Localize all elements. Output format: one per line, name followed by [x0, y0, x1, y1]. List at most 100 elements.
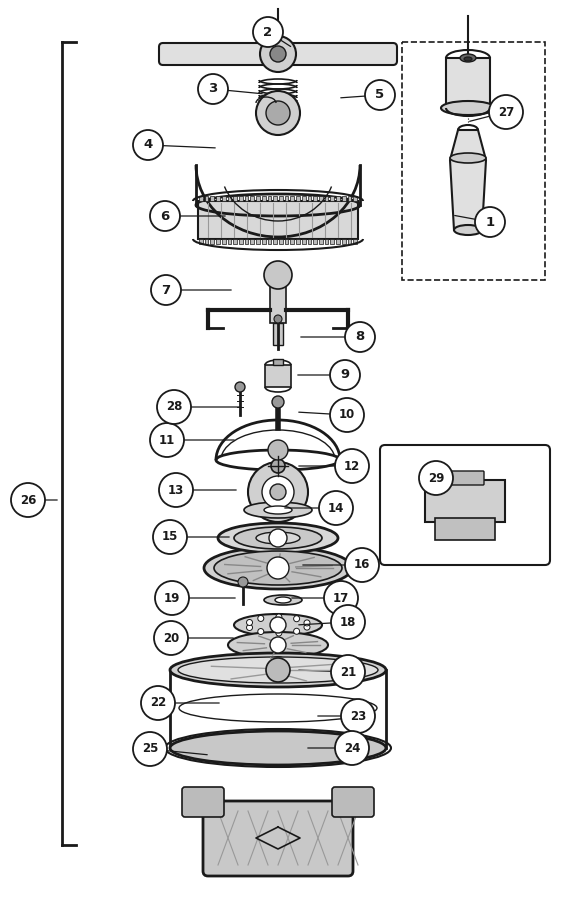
Bar — [222, 239, 226, 244]
Bar — [205, 239, 208, 244]
Text: 20: 20 — [163, 632, 179, 644]
Text: 13: 13 — [168, 483, 184, 497]
Bar — [216, 196, 220, 201]
Bar — [270, 275, 286, 323]
Bar — [251, 239, 254, 244]
Bar — [273, 239, 277, 244]
Ellipse shape — [264, 595, 302, 605]
Circle shape — [133, 732, 167, 766]
Circle shape — [341, 699, 375, 733]
Bar — [245, 239, 248, 244]
Circle shape — [133, 130, 163, 160]
Text: 1: 1 — [485, 215, 494, 229]
Text: 12: 12 — [344, 460, 360, 473]
Bar — [291, 239, 294, 244]
Bar — [285, 196, 288, 201]
Bar — [336, 239, 340, 244]
Text: 19: 19 — [164, 591, 180, 605]
Circle shape — [270, 484, 286, 500]
Circle shape — [345, 548, 379, 582]
Circle shape — [270, 637, 286, 653]
Circle shape — [324, 581, 358, 615]
Text: 6: 6 — [160, 210, 169, 222]
Text: 27: 27 — [498, 105, 514, 119]
Circle shape — [268, 440, 288, 460]
Circle shape — [159, 473, 193, 507]
Circle shape — [141, 686, 175, 720]
Bar — [273, 196, 277, 201]
Bar — [279, 239, 283, 244]
Circle shape — [151, 275, 181, 305]
Ellipse shape — [204, 547, 352, 589]
FancyBboxPatch shape — [425, 480, 505, 522]
Circle shape — [419, 461, 453, 495]
Bar — [307, 196, 311, 201]
Circle shape — [331, 605, 365, 639]
Text: 10: 10 — [339, 409, 355, 421]
Ellipse shape — [264, 506, 292, 514]
Circle shape — [270, 617, 286, 633]
Text: 26: 26 — [20, 493, 36, 507]
Bar — [273, 359, 283, 365]
Ellipse shape — [244, 502, 312, 518]
Bar — [325, 239, 328, 244]
Bar — [347, 239, 351, 244]
Circle shape — [270, 46, 286, 62]
Circle shape — [294, 616, 300, 622]
Bar — [211, 196, 214, 201]
Circle shape — [11, 483, 45, 517]
Bar — [330, 239, 334, 244]
Bar — [267, 239, 271, 244]
Bar — [313, 239, 317, 244]
Text: 28: 28 — [166, 400, 182, 413]
Bar — [267, 196, 271, 201]
Circle shape — [294, 628, 300, 634]
Circle shape — [267, 657, 289, 679]
Text: 14: 14 — [328, 501, 344, 515]
Ellipse shape — [178, 657, 378, 683]
Bar — [239, 196, 243, 201]
Bar — [342, 196, 346, 201]
Bar — [227, 196, 231, 201]
Bar — [279, 196, 283, 201]
Text: 8: 8 — [355, 330, 365, 344]
Bar — [245, 196, 248, 201]
Circle shape — [154, 621, 188, 655]
Text: 18: 18 — [340, 616, 356, 628]
Bar — [296, 196, 300, 201]
Bar — [262, 196, 266, 201]
Ellipse shape — [454, 225, 482, 235]
Text: 2: 2 — [263, 25, 272, 39]
Bar — [325, 196, 328, 201]
FancyBboxPatch shape — [446, 471, 484, 485]
Ellipse shape — [275, 597, 291, 603]
Bar — [222, 196, 226, 201]
Bar — [273, 323, 283, 345]
Text: 17: 17 — [333, 591, 349, 605]
Ellipse shape — [464, 57, 472, 61]
Circle shape — [260, 36, 296, 72]
FancyBboxPatch shape — [380, 445, 550, 565]
Circle shape — [331, 655, 365, 689]
Bar — [211, 239, 214, 244]
FancyBboxPatch shape — [332, 787, 374, 817]
FancyBboxPatch shape — [203, 801, 353, 876]
Ellipse shape — [218, 523, 338, 553]
Text: 25: 25 — [142, 742, 158, 755]
Bar — [307, 239, 311, 244]
Circle shape — [271, 459, 285, 473]
Ellipse shape — [234, 614, 322, 636]
Bar — [402, 42, 545, 280]
Circle shape — [264, 261, 292, 289]
Circle shape — [304, 624, 310, 630]
Circle shape — [330, 398, 364, 432]
Polygon shape — [450, 130, 486, 230]
Bar — [233, 239, 237, 244]
Circle shape — [276, 614, 282, 620]
Circle shape — [475, 207, 505, 237]
Bar — [227, 239, 231, 244]
Circle shape — [247, 619, 253, 625]
Bar — [256, 196, 260, 201]
Circle shape — [198, 74, 228, 104]
Circle shape — [267, 557, 289, 579]
